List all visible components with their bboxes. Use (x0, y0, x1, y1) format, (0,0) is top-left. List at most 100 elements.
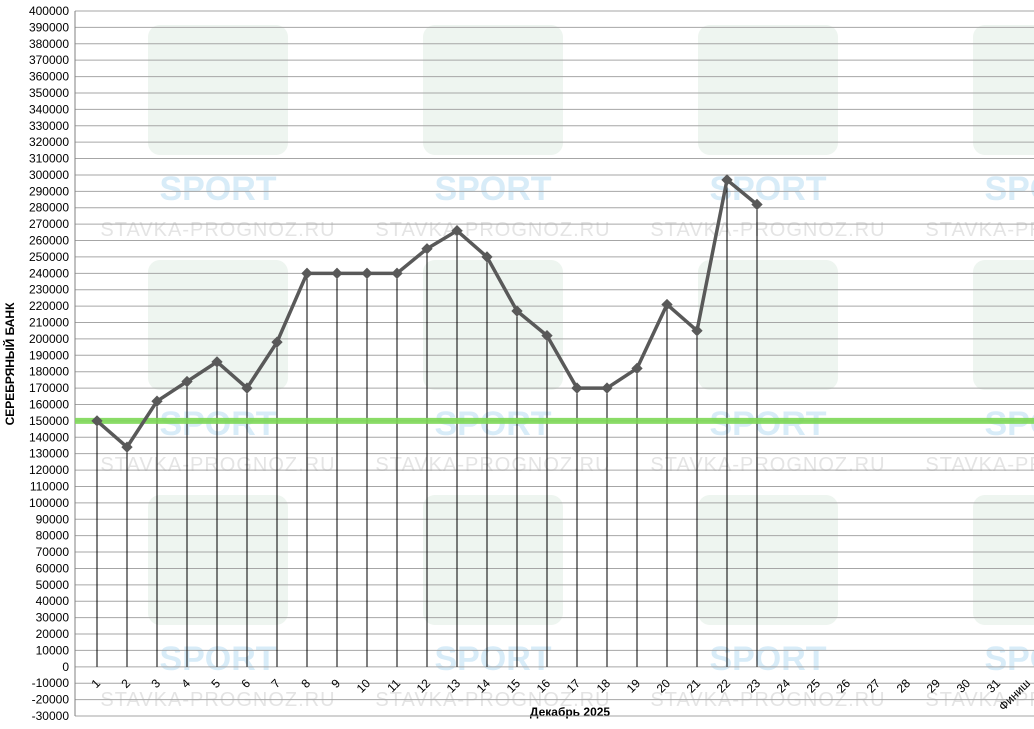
x-tick-label: 28 (894, 676, 914, 696)
y-tick-label: 190000 (29, 348, 69, 362)
y-tick-label: 260000 (29, 234, 69, 248)
watermark-text: SPORT (159, 405, 276, 443)
data-point (181, 375, 193, 388)
y-tick-label: 90000 (36, 512, 70, 526)
y-tick-label: 60000 (36, 561, 70, 575)
y-tick-label: 360000 (29, 70, 69, 84)
y-tick-label: -30000 (32, 709, 70, 723)
data-point (571, 382, 583, 394)
y-tick-label: 330000 (29, 119, 69, 133)
data-point (691, 325, 703, 337)
y-tick-label: 80000 (36, 529, 70, 543)
watermark-logo (973, 25, 1034, 155)
data-point (601, 382, 613, 394)
data-point (211, 356, 223, 368)
watermark-text: SPORT (434, 170, 551, 208)
data-point (631, 362, 643, 375)
data-point (751, 198, 763, 211)
data-point (721, 174, 733, 186)
data-point (451, 225, 463, 237)
watermark-logo (973, 260, 1034, 390)
y-tick-label: 110000 (30, 479, 69, 493)
watermark-text: STAVKA-PROGNOZ.RU (925, 454, 1034, 476)
y-tick-label: 30000 (36, 611, 70, 625)
watermark-text: SPORT (434, 640, 551, 678)
y-tick-label: 220000 (29, 299, 69, 313)
watermark-text: SPORT (984, 640, 1034, 678)
watermark-text: SPORT (984, 405, 1034, 443)
y-tick-label: 400000 (29, 4, 69, 18)
watermark-logo (698, 25, 838, 155)
y-tick-label: 20000 (36, 627, 70, 641)
watermark-text: SPORT (709, 640, 826, 678)
y-tick-label: 370000 (29, 53, 69, 67)
data-point (271, 336, 283, 348)
watermark-text: SPORT (159, 640, 276, 678)
data-point (361, 267, 373, 279)
watermark-logo (698, 495, 838, 625)
watermark-logo (148, 260, 288, 390)
y-tick-label: 340000 (29, 102, 69, 116)
y-tick-label: 150000 (29, 414, 69, 428)
y-tick-label: 320000 (29, 135, 69, 149)
data-point (511, 305, 523, 317)
y-tick-label: 280000 (29, 201, 69, 215)
watermark-logo (148, 25, 288, 155)
watermark-text: SPORT (984, 170, 1034, 208)
watermark-text: STAVKA-PROGNOZ.RU (100, 454, 335, 476)
y-tick-label: 100000 (29, 496, 69, 510)
y-tick-label: 270000 (29, 217, 69, 231)
y-tick-label: 160000 (29, 397, 69, 411)
y-tick-label: 380000 (29, 37, 69, 51)
watermark-logo (148, 495, 288, 625)
watermark-text: SPORT (434, 405, 551, 443)
watermark-text: STAVKA-PROGNOZ.RU (375, 454, 610, 476)
y-tick-label: 210000 (29, 316, 69, 330)
watermark-text: SPORT (159, 170, 276, 208)
y-axis-title: СЕРЕБРЯНЫЙ БАНК (2, 302, 17, 426)
y-tick-label: 40000 (36, 594, 70, 608)
y-tick-label: 350000 (29, 86, 69, 100)
y-tick-label: 50000 (36, 578, 70, 592)
data-point (481, 251, 493, 263)
y-tick-label: 70000 (36, 545, 70, 559)
y-tick-label: 140000 (29, 430, 69, 444)
data-point (151, 395, 163, 407)
y-tick-label: 310000 (29, 152, 69, 166)
watermark-logo (973, 495, 1034, 625)
x-tick-label: 19 (624, 676, 644, 696)
y-tick-label: 0 (62, 660, 69, 674)
watermark-text: STAVKA-PROGNOZ.RU (100, 219, 335, 241)
y-tick-label: 300000 (29, 168, 69, 182)
watermark-text: STAVKA-PROGNOZ.RU (650, 219, 885, 241)
y-tick-label: 240000 (29, 266, 69, 280)
x-tick-label: 10 (354, 676, 374, 696)
watermark-logo (423, 260, 563, 390)
y-tick-label: 230000 (29, 283, 69, 297)
watermark-logo (698, 260, 838, 390)
watermark-text: STAVKA-PROGNOZ.RU (650, 454, 885, 476)
y-tick-label: 120000 (29, 463, 69, 477)
y-tick-label: 170000 (29, 381, 69, 395)
data-point (661, 298, 673, 311)
watermark-text: STAVKA-PROGNOZ.RU (925, 219, 1034, 241)
y-tick-label: 200000 (29, 332, 69, 346)
data-point (301, 267, 313, 279)
data-point (391, 267, 403, 279)
data-point (241, 382, 253, 394)
y-tick-label: 10000 (36, 643, 70, 657)
data-point (331, 267, 343, 279)
y-tick-label: 180000 (29, 365, 69, 379)
watermark-logo (423, 25, 563, 155)
data-point (421, 243, 433, 255)
watermark-text: STAVKA-PROGNOZ.RU (375, 219, 610, 241)
y-tick-label: 250000 (29, 250, 69, 264)
y-tick-label: 130000 (29, 447, 69, 461)
y-tick-label: -10000 (32, 676, 70, 690)
data-point (541, 329, 553, 342)
y-tick-label: 390000 (29, 20, 69, 34)
watermark-logo (423, 495, 563, 625)
y-tick-label: -20000 (32, 693, 70, 707)
watermark-text: SPORT (709, 405, 826, 443)
